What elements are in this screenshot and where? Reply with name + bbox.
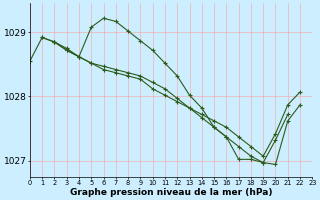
X-axis label: Graphe pression niveau de la mer (hPa): Graphe pression niveau de la mer (hPa) xyxy=(70,188,272,197)
